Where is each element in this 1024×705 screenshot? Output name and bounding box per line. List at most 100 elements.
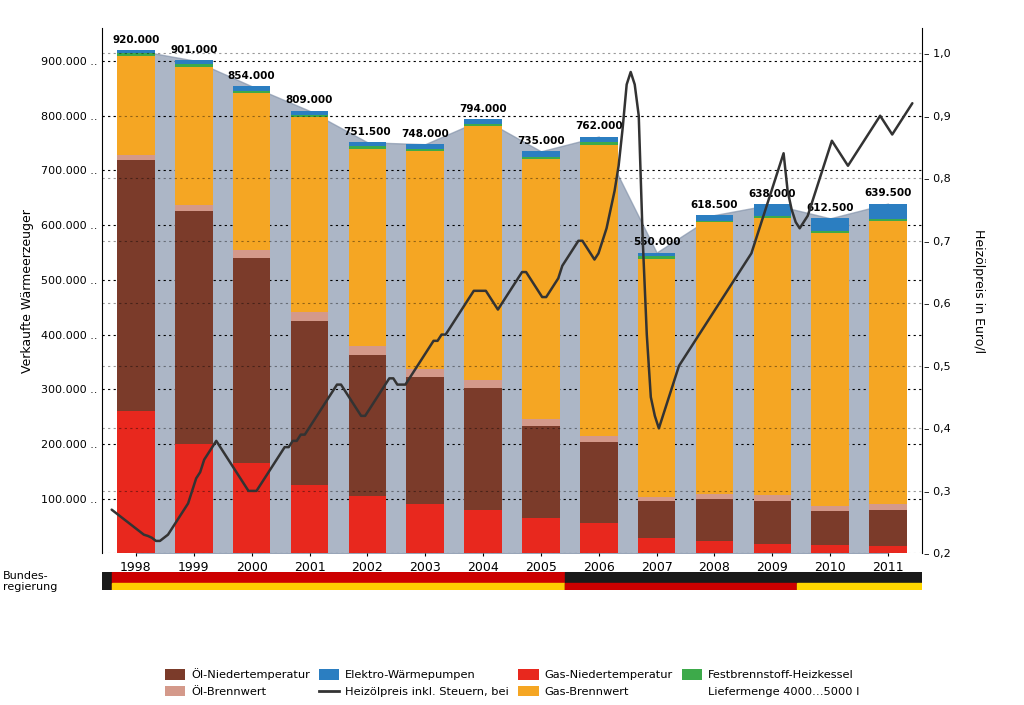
Bar <box>695 222 733 493</box>
Bar <box>522 159 560 419</box>
Bar <box>175 61 213 64</box>
Bar <box>754 544 792 553</box>
Bar <box>464 510 502 553</box>
Bar <box>580 523 617 553</box>
Bar <box>175 67 213 205</box>
Bar <box>797 583 922 590</box>
Bar <box>348 355 386 496</box>
Bar <box>811 233 849 505</box>
Bar <box>869 510 907 546</box>
Bar <box>348 142 386 147</box>
Bar <box>175 212 213 444</box>
Bar <box>695 493 733 498</box>
Bar <box>869 219 907 221</box>
Bar <box>580 142 617 145</box>
Bar <box>638 257 676 259</box>
Bar <box>232 258 270 463</box>
Legend: Öl-Niedertemperatur, Öl-Brennwert, Elektro-Wärmepumpen, Heizölpreis inkl. Steuer: Öl-Niedertemperatur, Öl-Brennwert, Elekt… <box>163 666 861 699</box>
Bar <box>580 436 617 442</box>
Bar <box>407 145 444 149</box>
Bar <box>232 463 270 553</box>
Bar <box>638 252 676 257</box>
Text: 638.000: 638.000 <box>749 189 796 199</box>
Bar <box>102 572 112 590</box>
Text: 748.000: 748.000 <box>401 129 450 139</box>
Text: 751.500: 751.500 <box>344 127 391 137</box>
Bar <box>348 496 386 553</box>
Bar <box>232 86 270 90</box>
Bar <box>522 518 560 553</box>
Bar <box>754 204 792 216</box>
Bar <box>112 572 565 590</box>
Bar <box>811 510 849 545</box>
Bar <box>522 419 560 426</box>
Bar <box>754 218 792 495</box>
Y-axis label: Verkaufte Wärmeerzeuger: Verkaufte Wärmeerzeuger <box>22 209 34 373</box>
Bar <box>464 119 502 125</box>
Bar <box>232 250 270 258</box>
Bar <box>175 205 213 211</box>
Bar <box>638 501 676 538</box>
Bar <box>754 501 792 544</box>
Bar <box>811 231 849 233</box>
Text: 735.000: 735.000 <box>517 136 565 146</box>
Y-axis label: Heizölpreis in Euro/l: Heizölpreis in Euro/l <box>972 228 985 353</box>
Bar <box>580 137 617 142</box>
Bar <box>580 145 617 436</box>
Bar <box>811 219 849 231</box>
Bar <box>117 54 155 56</box>
Bar <box>695 221 733 222</box>
Bar <box>117 159 155 411</box>
Bar <box>565 583 797 590</box>
Text: 809.000: 809.000 <box>286 95 333 105</box>
Bar <box>407 377 444 504</box>
Bar <box>695 215 733 221</box>
Bar <box>407 152 444 369</box>
Bar <box>348 149 386 345</box>
Bar <box>348 147 386 149</box>
Bar <box>869 204 907 219</box>
Bar <box>291 312 329 321</box>
Bar <box>869 504 907 510</box>
Bar <box>291 111 329 115</box>
Bar <box>754 216 792 218</box>
Bar <box>638 538 676 553</box>
Bar <box>291 321 329 485</box>
Text: 920.000: 920.000 <box>113 35 160 44</box>
Text: Bundes-
regierung: Bundes- regierung <box>3 571 57 592</box>
Bar <box>464 388 502 510</box>
Bar <box>869 546 907 553</box>
Text: 762.000: 762.000 <box>574 121 623 131</box>
Bar <box>117 411 155 553</box>
Bar <box>232 93 270 250</box>
Bar <box>291 115 329 117</box>
Bar <box>565 572 797 590</box>
Bar <box>464 125 502 126</box>
Bar <box>522 157 560 159</box>
Bar <box>407 149 444 152</box>
Bar <box>464 126 502 380</box>
Bar <box>175 444 213 553</box>
Text: 612.500: 612.500 <box>807 203 854 213</box>
Bar <box>638 259 676 496</box>
Bar <box>407 369 444 377</box>
Bar <box>291 485 329 553</box>
Bar <box>117 50 155 54</box>
Text: 854.000: 854.000 <box>228 70 275 81</box>
Bar <box>638 496 676 501</box>
Bar <box>695 541 733 553</box>
Bar <box>291 117 329 312</box>
Bar <box>117 56 155 155</box>
Bar <box>522 152 560 157</box>
Text: 550.000: 550.000 <box>633 237 680 247</box>
Bar <box>695 498 733 541</box>
Bar <box>797 572 922 590</box>
Bar <box>112 583 565 590</box>
Bar <box>407 504 444 553</box>
Bar <box>464 380 502 388</box>
Bar <box>754 495 792 501</box>
Bar <box>175 64 213 67</box>
Text: 639.500: 639.500 <box>864 188 911 198</box>
Text: 794.000: 794.000 <box>459 104 507 114</box>
Text: 901.000: 901.000 <box>170 45 217 55</box>
